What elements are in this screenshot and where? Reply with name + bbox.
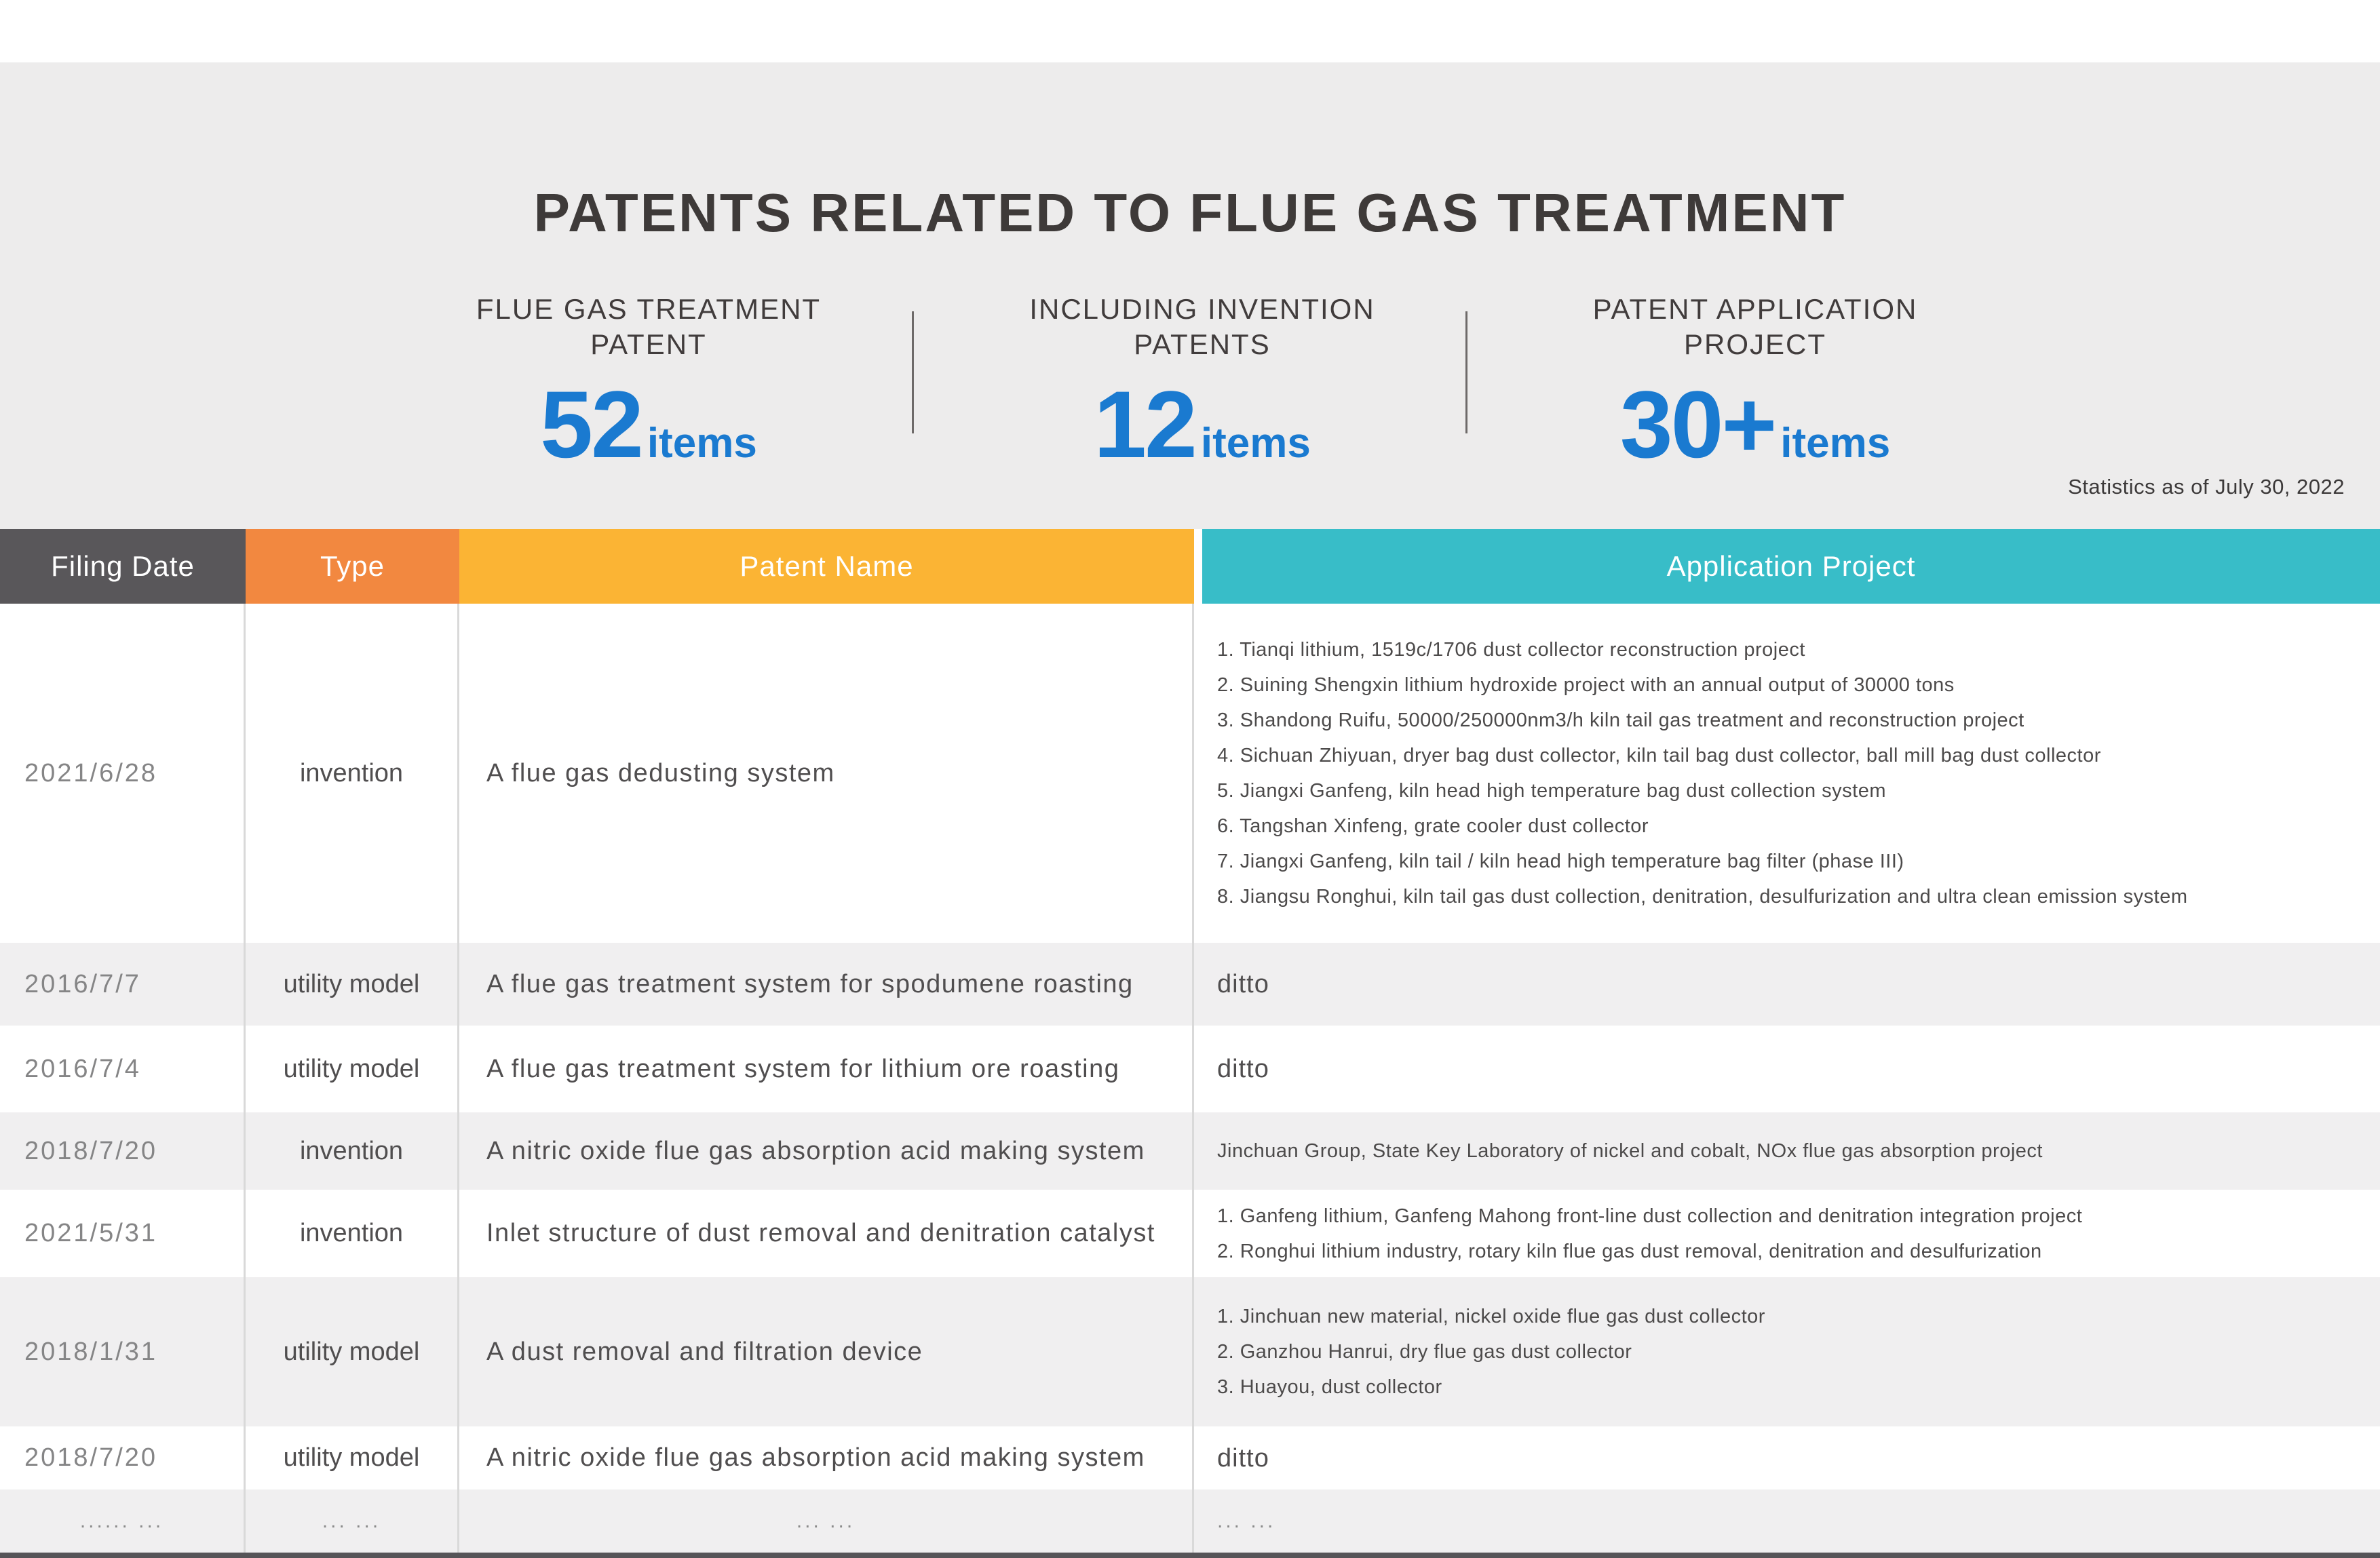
application-project-line: 3. Huayou, dust collector	[1217, 1376, 1442, 1398]
filing-date-cell: 2016/7/7	[0, 943, 246, 1026]
application-project-line: 8. Jiangsu Ronghui, kiln tail gas dust c…	[1217, 886, 2188, 908]
patent-name-cell: A flue gas dedusting system	[459, 604, 1194, 943]
stat-unit: items	[1200, 420, 1311, 467]
top-strip	[0, 0, 2380, 62]
patent-name-cell: A dust removal and filtration device	[459, 1277, 1194, 1426]
table-row: 2021/5/31 invention Inlet structure of dus…	[0, 1190, 2380, 1277]
filing-date-cell: 2021/5/31	[0, 1190, 246, 1277]
filing-date-cell: ...... ...	[0, 1489, 246, 1553]
statistics-note: Statistics as of July 30, 2022	[2068, 475, 2345, 499]
patent-name-cell: A flue gas treatment system for lithium …	[459, 1026, 1194, 1112]
application-project-line: ditto	[1217, 1443, 1269, 1473]
application-project-line: 2. Ganzhou Hanrui, dry flue gas dust col…	[1217, 1341, 1632, 1363]
page-title: PATENTS RELATED TO FLUE GAS TREATMENT	[533, 182, 1847, 243]
table-header-row: Filing Date Type Patent Name Application…	[0, 529, 2380, 604]
stat-unit: items	[1780, 420, 1891, 467]
stat-label: FLUE GAS TREATMENT PATENT	[370, 292, 927, 362]
stat-patent-application-project: PATENT APPLICATION PROJECT 30+ items	[1477, 292, 2033, 472]
application-project-line: 5. Jiangxi Ganfeng, kiln head high tempe…	[1217, 780, 1886, 802]
column-header-application-project: Application Project	[1194, 529, 2380, 604]
stat-label-line: FLUE GAS TREATMENT	[476, 293, 822, 325]
stat-value: 30+ items	[1477, 377, 2033, 472]
table-row: 2016/7/7 utility model A flue gas treatmen…	[0, 943, 2380, 1026]
table-row: 2018/7/20 invention A nitric oxide flue ga…	[0, 1112, 2380, 1190]
application-project-line: ... ...	[1217, 1510, 1276, 1532]
application-project-line: 4. Sichuan Zhiyuan, dryer bag dust colle…	[1217, 745, 2101, 766]
patent-name-cell: A nitric oxide flue gas absorption acid …	[459, 1112, 1194, 1190]
type-cell: utility model	[246, 943, 459, 1026]
column-header-type: Type	[246, 529, 459, 604]
filing-date-cell: 2021/6/28	[0, 604, 246, 943]
patent-table: Filing Date Type Patent Name Application…	[0, 529, 2380, 1553]
application-project-line: 6. Tangshan Xinfeng, grate cooler dust c…	[1217, 815, 1649, 837]
stat-including-invention-patents: INCLUDING INVENTION PATENTS 12 items	[924, 292, 1480, 472]
type-cell: invention	[246, 604, 459, 943]
stat-label: PATENT APPLICATION PROJECT	[1477, 292, 2033, 362]
application-project-cell: ditto	[1194, 1026, 2380, 1112]
application-project-line: 2. Suining Shengxin lithium hydroxide pr…	[1217, 674, 1955, 696]
application-project-cell: ditto	[1194, 943, 2380, 1026]
stat-value: 12 items	[924, 377, 1480, 472]
table-row: 2021/6/28 invention A flue gas dedusting s…	[0, 604, 2380, 943]
stat-number: 52	[540, 371, 644, 478]
patent-name-cell: A flue gas treatment system for spodumen…	[459, 943, 1194, 1026]
application-project-cell: Jinchuan Group, State Key Laboratory of …	[1194, 1112, 2380, 1190]
stat-unit: items	[647, 420, 757, 467]
application-project-line: 3. Shandong Ruifu, 50000/250000nm3/h kil…	[1217, 709, 2024, 731]
application-project-line: 1. Jinchuan new material, nickel oxide f…	[1217, 1306, 1765, 1327]
patent-name-cell: Inlet structure of dust removal and deni…	[459, 1190, 1194, 1277]
filing-date-cell: 2018/7/20	[0, 1426, 246, 1489]
stat-number: 30+	[1619, 371, 1777, 478]
stat-label-line: INCLUDING INVENTION	[1029, 293, 1375, 325]
stat-divider	[1465, 311, 1467, 433]
table-row: 2016/7/4 utility model A flue gas treatmen…	[0, 1026, 2380, 1112]
table-row: 2018/7/20 utility model A nitric oxide flu…	[0, 1426, 2380, 1489]
stat-flue-gas-treatment-patent: FLUE GAS TREATMENT PATENT 52 items	[370, 292, 927, 472]
stat-number: 12	[1094, 371, 1197, 478]
type-cell: ... ...	[246, 1489, 459, 1553]
table-row: ...... ...... ...... ...... ...	[0, 1489, 2380, 1553]
application-project-line: 1. Tianqi lithium, 1519c/1706 dust colle…	[1217, 639, 1805, 661]
patent-name-cell: A nitric oxide flue gas absorption acid …	[459, 1426, 1194, 1489]
application-project-cell: 1. Ganfeng lithium, Ganfeng Mahong front…	[1194, 1190, 2380, 1277]
filing-date-cell: 2018/7/20	[0, 1112, 246, 1190]
application-project-line: ditto	[1217, 970, 1269, 998]
application-project-line: 1. Ganfeng lithium, Ganfeng Mahong front…	[1217, 1205, 2083, 1227]
type-cell: utility model	[246, 1426, 459, 1489]
stat-divider	[912, 311, 914, 433]
type-cell: invention	[246, 1112, 459, 1190]
stat-label-line: PATENTS	[1134, 328, 1271, 360]
application-project-cell: 1. Tianqi lithium, 1519c/1706 dust colle…	[1194, 604, 2380, 943]
type-cell: invention	[246, 1190, 459, 1277]
column-header-patent-name: Patent Name	[459, 529, 1194, 604]
application-project-cell: ditto	[1194, 1426, 2380, 1489]
type-cell: utility model	[246, 1277, 459, 1426]
application-project-cell: 1. Jinchuan new material, nickel oxide f…	[1194, 1277, 2380, 1426]
stat-value: 52 items	[370, 377, 927, 472]
filing-date-cell: 2018/1/31	[0, 1277, 246, 1426]
stat-label-line: PATENT	[590, 328, 707, 360]
table-row: 2018/1/31 utility model A dust removal and…	[0, 1277, 2380, 1426]
filing-date-cell: 2016/7/4	[0, 1026, 246, 1112]
application-project-line: 2. Ronghui lithium industry, rotary kiln…	[1217, 1240, 2042, 1262]
application-project-line: 7. Jiangxi Ganfeng, kiln tail / kiln hea…	[1217, 851, 1904, 872]
footer-bar	[0, 1553, 2380, 1558]
application-project-line: ditto	[1217, 1055, 1269, 1083]
type-cell: utility model	[246, 1026, 459, 1112]
stat-label-line: PATENT APPLICATION	[1592, 293, 1918, 325]
application-project-line: Jinchuan Group, State Key Laboratory of …	[1217, 1140, 2043, 1162]
column-header-filing-date: Filing Date	[0, 529, 246, 604]
stat-label-line: PROJECT	[1683, 328, 1826, 360]
application-project-cell: ... ...	[1194, 1489, 2380, 1553]
patent-name-cell: ... ...	[459, 1489, 1194, 1553]
stat-label: INCLUDING INVENTION PATENTS	[924, 292, 1480, 362]
table-body: 2021/6/28 invention A flue gas dedusting s…	[0, 604, 2380, 1553]
